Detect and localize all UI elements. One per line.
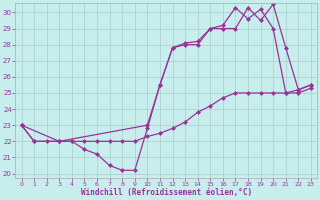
- X-axis label: Windchill (Refroidissement éolien,°C): Windchill (Refroidissement éolien,°C): [81, 188, 252, 197]
